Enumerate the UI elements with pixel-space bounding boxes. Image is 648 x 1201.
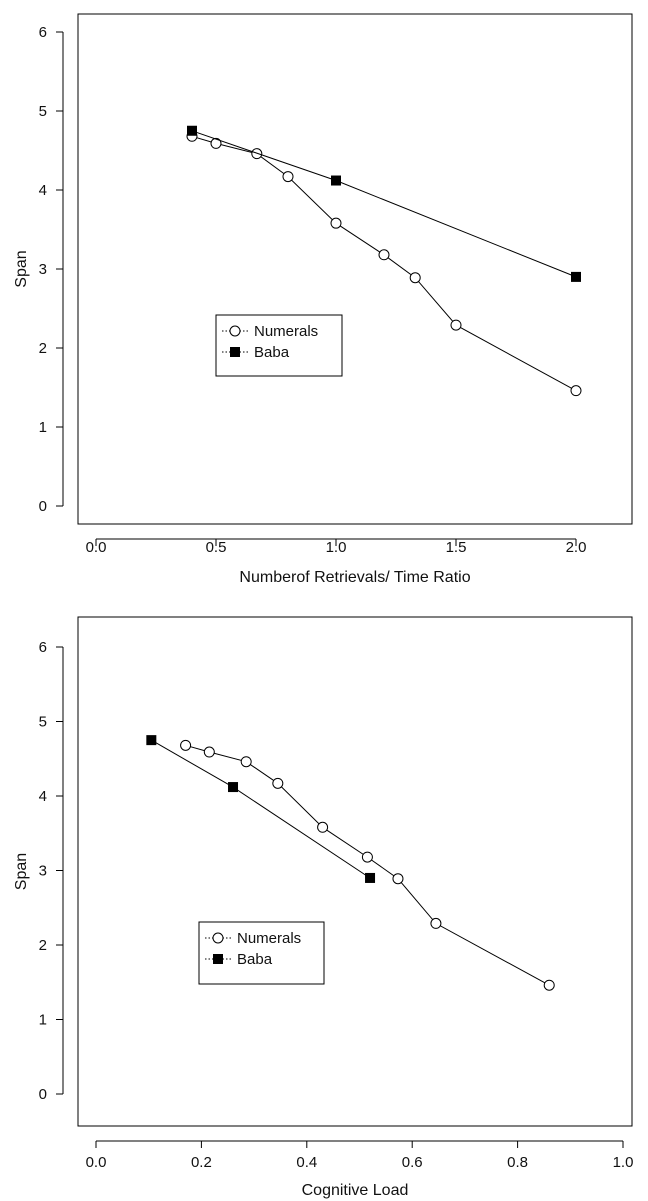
data-point-numerals bbox=[240, 756, 252, 768]
plot-frame bbox=[77, 13, 633, 525]
data-point-numerals bbox=[409, 272, 421, 284]
series-line-baba bbox=[151, 739, 371, 879]
data-point-numerals bbox=[430, 917, 442, 929]
y-tick-label: 4 bbox=[39, 788, 47, 805]
data-point-numerals bbox=[570, 385, 582, 397]
data-point-numerals bbox=[180, 739, 192, 751]
data-point-numerals bbox=[361, 851, 373, 863]
data-point-numerals bbox=[378, 249, 390, 261]
data-point-baba bbox=[187, 125, 197, 136]
data-point-baba bbox=[365, 872, 376, 883]
y-tick-label: 6 bbox=[39, 24, 47, 41]
data-point-numerals bbox=[317, 821, 329, 833]
plot-frame bbox=[77, 616, 633, 1127]
legend-marker-square bbox=[213, 954, 223, 964]
legend: Numerals Baba bbox=[198, 921, 325, 985]
x-tick-label: 2.0 bbox=[566, 539, 587, 556]
y-tick-label: 2 bbox=[39, 340, 47, 357]
data-point-numerals bbox=[210, 137, 222, 149]
data-point-baba bbox=[228, 782, 239, 793]
data-point-numerals bbox=[330, 217, 342, 229]
y-tick-label: 3 bbox=[39, 863, 47, 880]
x-axis-label: Cognitive Load bbox=[302, 1182, 409, 1199]
y-tick-label: 4 bbox=[39, 182, 47, 199]
x-tick-label: 1.5 bbox=[446, 539, 467, 556]
data-point-numerals bbox=[450, 319, 462, 331]
y-axis-label: Span bbox=[13, 250, 30, 287]
x-tick-label: 0.5 bbox=[206, 539, 227, 556]
data-point-baba bbox=[571, 271, 581, 282]
y-axis-label: Span bbox=[13, 853, 30, 890]
data-point-numerals bbox=[543, 979, 555, 991]
y-tick-label: 5 bbox=[39, 714, 47, 731]
chart-span-vs-retrieval-ratio: 0.0 0.5 1.0 1.5 2.0 0 1 2 3 4 5 6 Numberof Retrieval… bbox=[13, 13, 633, 586]
legend-label: Baba bbox=[237, 951, 273, 968]
chart-span-vs-cognitive-load: 0.0 0.2 0.4 0.6 0.8 1.0 0 1 2 3 4 5 6 Cognitive Load S… bbox=[13, 616, 634, 1199]
legend-label: Numerals bbox=[254, 323, 318, 340]
legend-marker-circle bbox=[212, 932, 224, 944]
data-point-numerals bbox=[282, 171, 294, 183]
legend-label: Baba bbox=[254, 344, 290, 361]
x-tick-label: 0.2 bbox=[191, 1154, 212, 1171]
x-tick-label: 0.8 bbox=[507, 1154, 528, 1171]
y-tick-label: 1 bbox=[39, 1012, 47, 1029]
x-tick-label: 0.6 bbox=[402, 1154, 423, 1171]
data-point-numerals bbox=[203, 746, 215, 758]
y-tick-label: 1 bbox=[39, 419, 47, 436]
y-tick-label: 5 bbox=[39, 103, 47, 120]
y-tick-label: 0 bbox=[39, 1086, 47, 1103]
legend-box bbox=[198, 921, 325, 985]
x-tick-label: 0.0 bbox=[86, 539, 107, 556]
x-tick-label: 0.4 bbox=[296, 1154, 317, 1171]
x-axis-label: Numberof Retrievals/ Time Ratio bbox=[239, 569, 470, 586]
x-tick-label: 1.0 bbox=[326, 539, 347, 556]
y-tick-label: 6 bbox=[39, 639, 47, 656]
x-tick-label: 1.0 bbox=[613, 1154, 634, 1171]
legend: Numerals Baba bbox=[215, 314, 343, 377]
legend-marker-square bbox=[230, 347, 240, 357]
x-tick-label: 0.0 bbox=[86, 1154, 107, 1171]
y-tick-label: 2 bbox=[39, 937, 47, 954]
data-point-numerals bbox=[392, 873, 404, 885]
legend-marker-circle bbox=[229, 325, 241, 337]
data-point-baba bbox=[331, 175, 341, 186]
y-tick-label: 3 bbox=[39, 261, 47, 278]
legend-label: Numerals bbox=[237, 930, 301, 947]
data-point-numerals bbox=[272, 777, 284, 789]
y-tick-label: 0 bbox=[39, 498, 47, 515]
legend-box bbox=[215, 314, 343, 377]
data-point-baba bbox=[146, 735, 157, 746]
